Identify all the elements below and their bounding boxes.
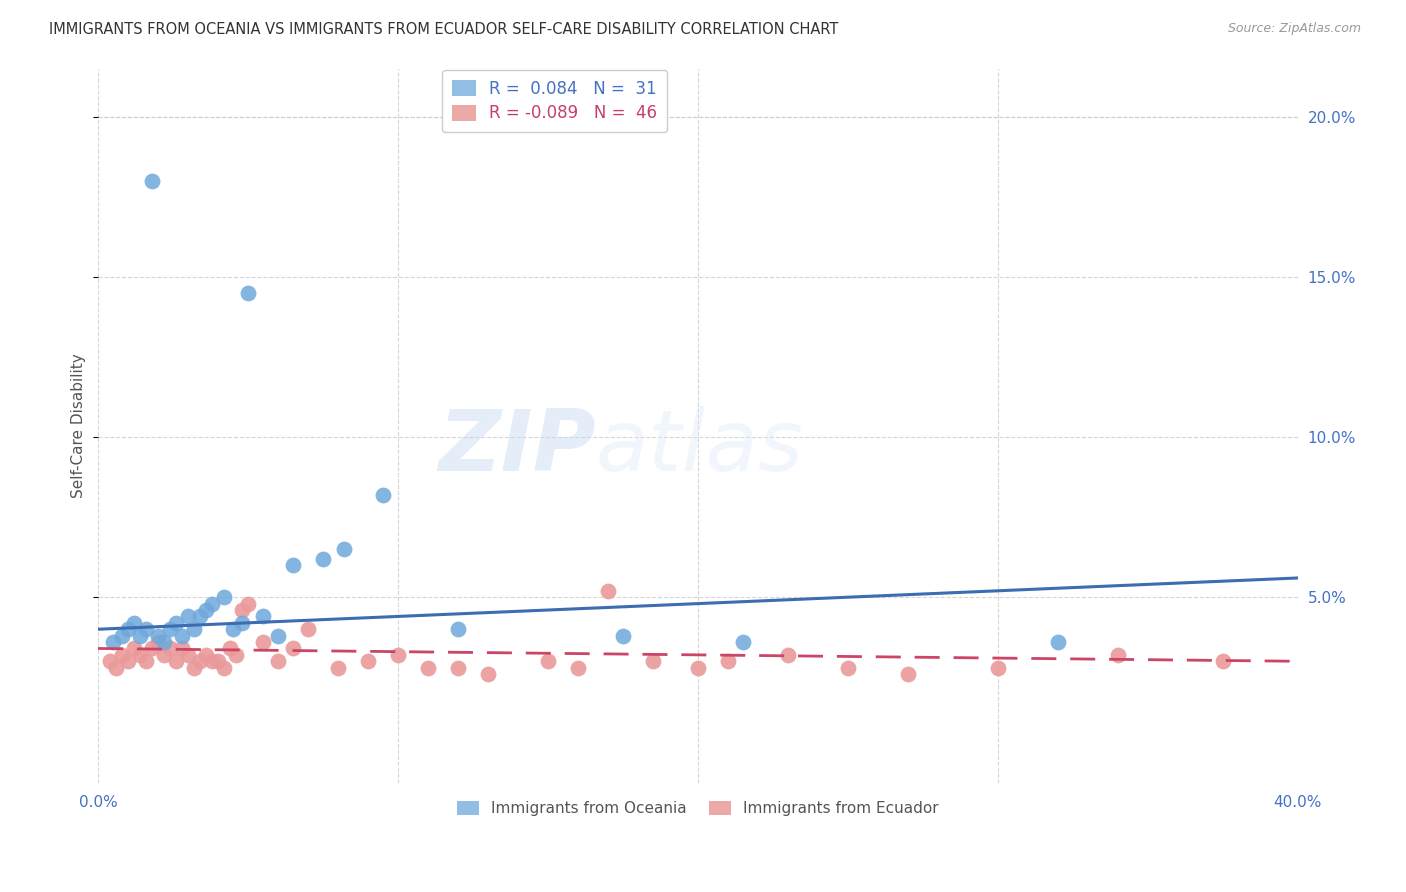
Point	[195, 648, 218, 662]
Point	[357, 654, 380, 668]
Point	[212, 661, 235, 675]
Point	[281, 558, 304, 573]
Point	[153, 648, 176, 662]
Point	[1107, 648, 1129, 662]
Point	[219, 641, 242, 656]
Point	[231, 615, 253, 630]
Point	[141, 641, 163, 656]
Point	[135, 654, 157, 668]
Point	[135, 622, 157, 636]
Point	[183, 622, 205, 636]
Point	[612, 629, 634, 643]
Point	[201, 597, 224, 611]
Point	[129, 629, 152, 643]
Legend: Immigrants from Oceania, Immigrants from Ecuador: Immigrants from Oceania, Immigrants from…	[449, 791, 948, 825]
Point	[297, 622, 319, 636]
Point	[281, 641, 304, 656]
Point	[231, 603, 253, 617]
Point	[225, 648, 247, 662]
Point	[111, 648, 134, 662]
Point	[188, 654, 211, 668]
Point	[183, 661, 205, 675]
Point	[165, 615, 187, 630]
Point	[146, 635, 169, 649]
Point	[252, 609, 274, 624]
Point	[641, 654, 664, 668]
Point	[897, 667, 920, 681]
Point	[195, 603, 218, 617]
Point	[987, 661, 1010, 675]
Point	[731, 635, 754, 649]
Text: IMMIGRANTS FROM OCEANIA VS IMMIGRANTS FROM ECUADOR SELF-CARE DISABILITY CORRELAT: IMMIGRANTS FROM OCEANIA VS IMMIGRANTS FR…	[49, 22, 838, 37]
Point	[312, 551, 335, 566]
Y-axis label: Self-Care Disability: Self-Care Disability	[72, 353, 86, 498]
Point	[122, 641, 145, 656]
Point	[117, 654, 139, 668]
Point	[267, 654, 290, 668]
Point	[153, 635, 176, 649]
Point	[170, 641, 193, 656]
Point	[537, 654, 560, 668]
Point	[837, 661, 859, 675]
Point	[212, 591, 235, 605]
Point	[567, 661, 589, 675]
Point	[105, 661, 128, 675]
Text: atlas: atlas	[596, 406, 804, 489]
Point	[447, 622, 470, 636]
Point	[122, 615, 145, 630]
Point	[333, 542, 356, 557]
Point	[201, 654, 224, 668]
Point	[236, 597, 259, 611]
Point	[129, 648, 152, 662]
Point	[159, 622, 181, 636]
Point	[222, 622, 245, 636]
Point	[477, 667, 499, 681]
Point	[326, 661, 349, 675]
Point	[207, 654, 229, 668]
Point	[267, 629, 290, 643]
Point	[111, 629, 134, 643]
Point	[1212, 654, 1234, 668]
Point	[98, 654, 121, 668]
Point	[447, 661, 470, 675]
Point	[117, 622, 139, 636]
Point	[101, 635, 124, 649]
Point	[146, 629, 169, 643]
Text: ZIP: ZIP	[439, 406, 596, 489]
Point	[188, 609, 211, 624]
Point	[159, 641, 181, 656]
Point	[596, 583, 619, 598]
Point	[177, 609, 200, 624]
Point	[165, 654, 187, 668]
Point	[686, 661, 709, 675]
Point	[252, 635, 274, 649]
Point	[170, 629, 193, 643]
Point	[776, 648, 799, 662]
Point	[1046, 635, 1069, 649]
Point	[236, 285, 259, 300]
Text: Source: ZipAtlas.com: Source: ZipAtlas.com	[1227, 22, 1361, 36]
Point	[387, 648, 409, 662]
Point	[371, 488, 394, 502]
Point	[141, 174, 163, 188]
Point	[177, 648, 200, 662]
Point	[717, 654, 740, 668]
Point	[416, 661, 439, 675]
